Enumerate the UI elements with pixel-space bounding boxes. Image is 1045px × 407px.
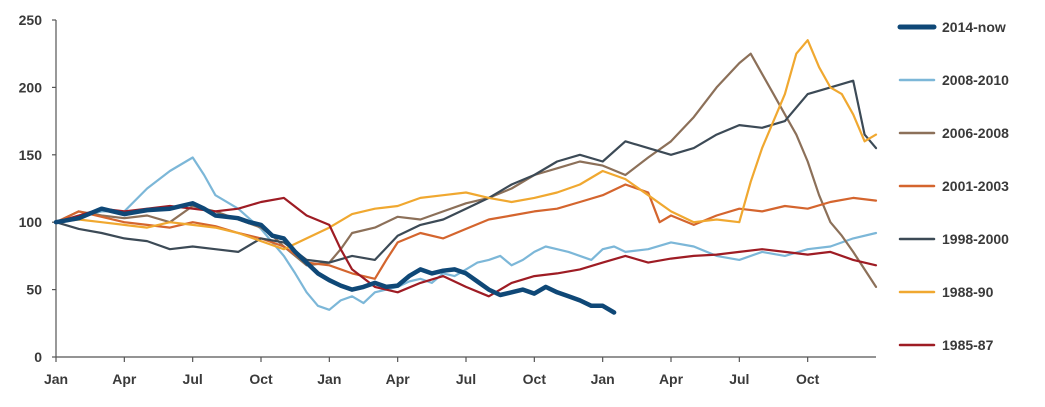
series-line-2001-2003	[54, 183, 878, 280]
x-tick-label: Oct	[249, 371, 273, 387]
y-tick-label: 150	[19, 147, 43, 163]
y-tick-label: 100	[19, 214, 43, 230]
series-line-2008-2010	[54, 156, 878, 311]
legend-label: 2008-2010	[942, 72, 1009, 88]
legend-label: 1988-90	[942, 284, 994, 300]
series-line-1988-90	[54, 39, 878, 251]
legend-label: 1998-2000	[942, 231, 1009, 247]
series-line-2006-2008	[54, 52, 878, 288]
x-tick-label: Apr	[659, 371, 684, 387]
x-tick-label: Jan	[317, 371, 341, 387]
legend-label: 1985-87	[942, 337, 994, 353]
x-tick-label: Apr	[112, 371, 137, 387]
y-tick-label: 50	[26, 282, 42, 298]
x-tick-label: Jul	[183, 371, 203, 387]
x-tick-label: Apr	[386, 371, 411, 387]
legend-label: 2006-2008	[942, 125, 1009, 141]
y-tick-label: 200	[19, 79, 43, 95]
x-tick-label: Jul	[456, 371, 476, 387]
x-tick-label: Oct	[796, 371, 820, 387]
series-line-2014-now	[53, 201, 617, 315]
x-tick-label: Oct	[523, 371, 547, 387]
x-tick-label: Jan	[44, 371, 68, 387]
legend-label: 2014-now	[942, 19, 1006, 35]
series-line-1998-2000	[54, 79, 878, 264]
x-tick-label: Jan	[591, 371, 615, 387]
x-tick-label: Jul	[729, 371, 749, 387]
y-tick-label: 0	[34, 349, 42, 365]
legend-label: 2001-2003	[942, 178, 1009, 194]
series-line-1985-87	[54, 196, 878, 298]
y-tick-label: 250	[19, 12, 43, 28]
